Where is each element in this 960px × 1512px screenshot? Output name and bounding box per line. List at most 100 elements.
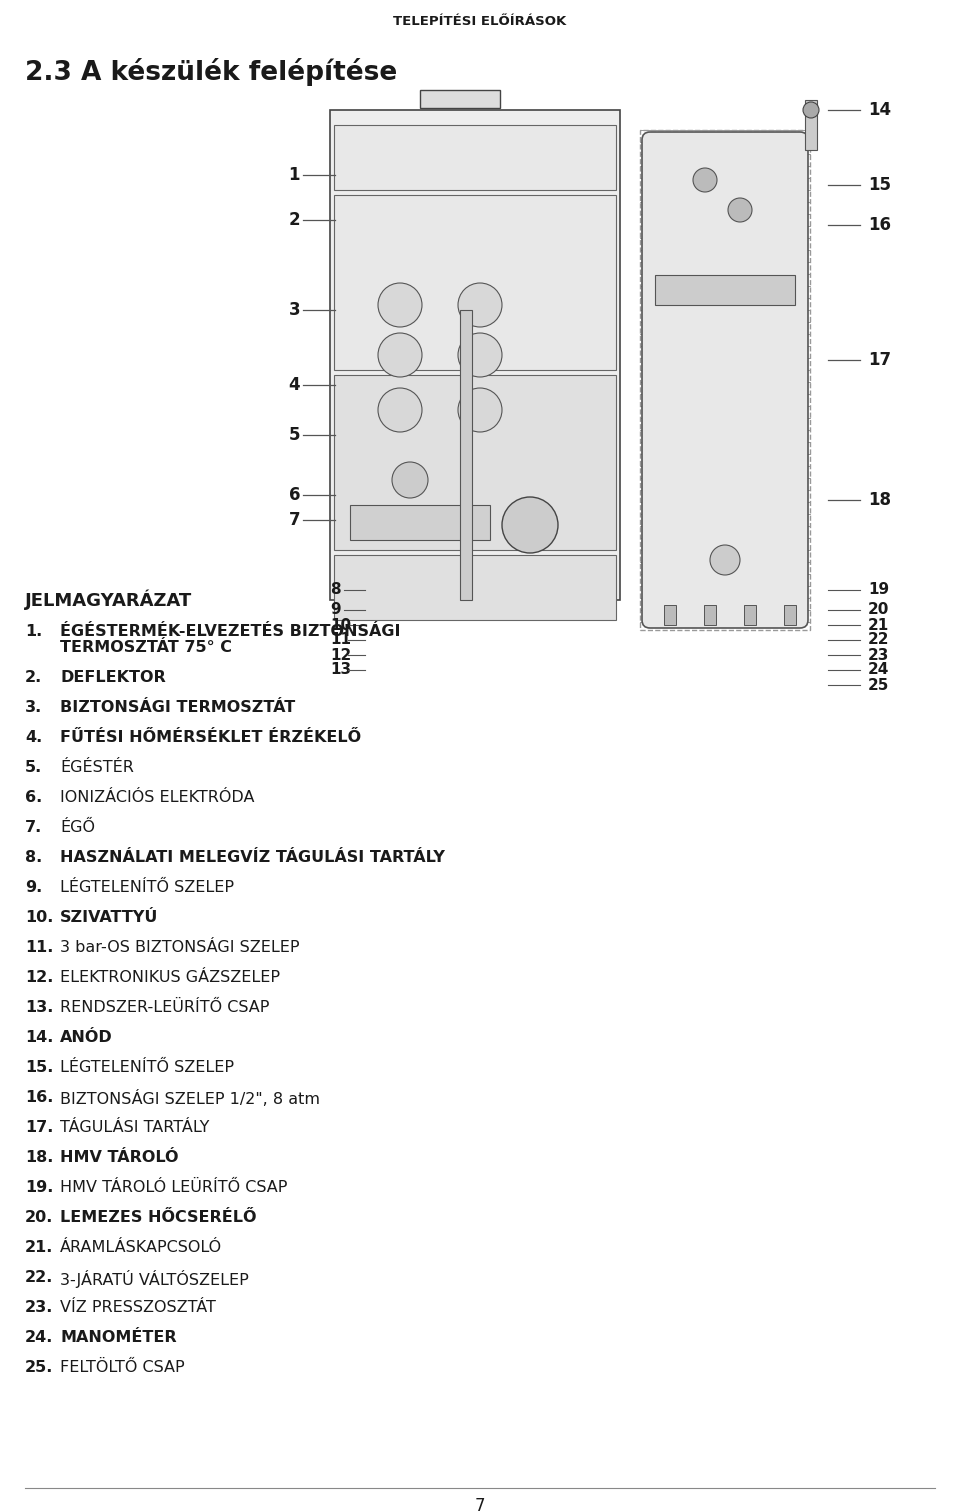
Circle shape xyxy=(378,333,422,376)
Text: 2.: 2. xyxy=(25,670,42,685)
Text: 5: 5 xyxy=(289,426,300,445)
Text: 18.: 18. xyxy=(25,1151,54,1166)
Text: 11.: 11. xyxy=(25,940,54,956)
Circle shape xyxy=(803,101,819,118)
Text: SZIVATTYÚ: SZIVATTYÚ xyxy=(60,910,158,925)
Text: 6: 6 xyxy=(289,485,300,503)
Text: 21: 21 xyxy=(868,617,889,632)
Bar xyxy=(310,95,830,631)
Text: 25: 25 xyxy=(868,677,889,692)
Text: 23.: 23. xyxy=(25,1300,54,1315)
Text: 18: 18 xyxy=(868,491,891,510)
Text: 8: 8 xyxy=(330,582,341,597)
Text: ÉGÉSTERMÉK-ELVEZETÉS BIZTONSÁGI: ÉGÉSTERMÉK-ELVEZETÉS BIZTONSÁGI xyxy=(60,624,400,640)
Text: LÉGTELENÍTŐ SZELEP: LÉGTELENÍTŐ SZELEP xyxy=(60,1060,234,1075)
Text: 17: 17 xyxy=(868,351,891,369)
Text: 6.: 6. xyxy=(25,789,42,804)
Text: 17.: 17. xyxy=(25,1120,54,1136)
Text: 11: 11 xyxy=(330,632,351,647)
Text: 24: 24 xyxy=(868,662,889,677)
Text: 4: 4 xyxy=(288,376,300,395)
FancyBboxPatch shape xyxy=(330,110,620,600)
Text: 2: 2 xyxy=(288,212,300,228)
Text: 9: 9 xyxy=(330,602,341,617)
Text: HMV TÁROLÓ LEÜRÍTŐ CSAP: HMV TÁROLÓ LEÜRÍTŐ CSAP xyxy=(60,1179,287,1194)
Text: BIZTONSÁGI SZELEP 1/2", 8 atm: BIZTONSÁGI SZELEP 1/2", 8 atm xyxy=(60,1090,320,1107)
Text: 3.: 3. xyxy=(25,700,42,715)
Text: VÍZ PRESSZOSZTÁT: VÍZ PRESSZOSZTÁT xyxy=(60,1300,216,1315)
Text: 7.: 7. xyxy=(25,820,42,835)
Text: IONIZÁCIÓS ELEKTRÓDA: IONIZÁCIÓS ELEKTRÓDA xyxy=(60,789,254,804)
Circle shape xyxy=(458,333,502,376)
Circle shape xyxy=(502,497,558,553)
Text: MANOMÉTER: MANOMÉTER xyxy=(60,1331,177,1346)
Bar xyxy=(805,100,817,150)
Text: 12: 12 xyxy=(330,647,351,662)
Text: 14.: 14. xyxy=(25,1030,54,1045)
FancyBboxPatch shape xyxy=(350,505,490,540)
Bar xyxy=(664,605,676,624)
Text: 3: 3 xyxy=(288,301,300,319)
Text: ÉGÉSTÉR: ÉGÉSTÉR xyxy=(60,761,133,776)
Text: ÉGŐ: ÉGŐ xyxy=(60,820,95,835)
Text: FELTÖLTŐ CSAP: FELTÖLTŐ CSAP xyxy=(60,1359,184,1374)
Text: ÁRAMLÁSKAPCSOLÓ: ÁRAMLÁSKAPCSOLÓ xyxy=(60,1240,222,1255)
FancyBboxPatch shape xyxy=(642,132,808,627)
Text: TERMOSZTÁT 75° C: TERMOSZTÁT 75° C xyxy=(60,640,232,655)
Text: 13: 13 xyxy=(330,662,351,677)
Text: 3 bar-OS BIZTONSÁGI SZELEP: 3 bar-OS BIZTONSÁGI SZELEP xyxy=(60,940,300,956)
Text: 7: 7 xyxy=(288,511,300,529)
Bar xyxy=(704,605,716,624)
Text: 20.: 20. xyxy=(25,1210,54,1225)
Text: RENDSZER-LEÜRÍTŐ CSAP: RENDSZER-LEÜRÍTŐ CSAP xyxy=(60,999,270,1015)
Text: 2.3 A készülék felépítése: 2.3 A készülék felépítése xyxy=(25,57,397,86)
Circle shape xyxy=(378,283,422,327)
Bar xyxy=(460,310,472,600)
Text: DEFLEKTOR: DEFLEKTOR xyxy=(60,670,166,685)
Text: 12.: 12. xyxy=(25,971,54,984)
Text: 19: 19 xyxy=(868,582,889,597)
Text: HASZNÁLATI MELEGVÍZ TÁGULÁSI TARTÁLY: HASZNÁLATI MELEGVÍZ TÁGULÁSI TARTÁLY xyxy=(60,850,444,865)
Text: 3-JÁRATÚ VÁLTÓSZELEP: 3-JÁRATÚ VÁLTÓSZELEP xyxy=(60,1270,249,1288)
Text: LEMEZES HŐCSERÉLŐ: LEMEZES HŐCSERÉLŐ xyxy=(60,1210,256,1225)
Text: 23: 23 xyxy=(868,647,889,662)
Circle shape xyxy=(458,389,502,432)
Bar xyxy=(334,125,616,191)
Text: 10: 10 xyxy=(330,617,351,632)
Bar xyxy=(640,130,810,631)
Bar xyxy=(334,195,616,370)
Bar xyxy=(334,555,616,620)
Text: 19.: 19. xyxy=(25,1179,54,1194)
Circle shape xyxy=(378,389,422,432)
Circle shape xyxy=(710,544,740,575)
Text: ANÓD: ANÓD xyxy=(60,1030,112,1045)
Text: 1.: 1. xyxy=(25,624,42,640)
Circle shape xyxy=(392,463,428,497)
Circle shape xyxy=(728,198,752,222)
Circle shape xyxy=(458,283,502,327)
Text: JELMAGYARÁZAT: JELMAGYARÁZAT xyxy=(25,590,192,611)
Bar xyxy=(420,91,500,107)
Text: 1: 1 xyxy=(289,166,300,184)
Text: 21.: 21. xyxy=(25,1240,54,1255)
Text: 9.: 9. xyxy=(25,880,42,895)
Text: 25.: 25. xyxy=(25,1359,54,1374)
Text: 5.: 5. xyxy=(25,761,42,776)
Text: 4.: 4. xyxy=(25,730,42,745)
Circle shape xyxy=(693,168,717,192)
Text: 20: 20 xyxy=(868,602,889,617)
Text: HMV TÁROLÓ: HMV TÁROLÓ xyxy=(60,1151,179,1166)
Text: 22: 22 xyxy=(868,632,890,647)
Bar xyxy=(334,375,616,550)
Text: 16: 16 xyxy=(868,216,891,234)
Bar xyxy=(744,605,756,624)
Text: 13.: 13. xyxy=(25,999,54,1015)
Text: BIZTONSÁGI TERMOSZTÁT: BIZTONSÁGI TERMOSZTÁT xyxy=(60,700,296,715)
Bar xyxy=(784,605,796,624)
Text: 14: 14 xyxy=(868,101,891,119)
Text: 22.: 22. xyxy=(25,1270,54,1285)
Bar xyxy=(655,275,795,305)
Text: TELEPÍTÉSI ELŐÍRÁSOK: TELEPÍTÉSI ELŐÍRÁSOK xyxy=(394,15,566,29)
Text: 10.: 10. xyxy=(25,910,54,925)
Text: TÁGULÁSI TARTÁLY: TÁGULÁSI TARTÁLY xyxy=(60,1120,209,1136)
